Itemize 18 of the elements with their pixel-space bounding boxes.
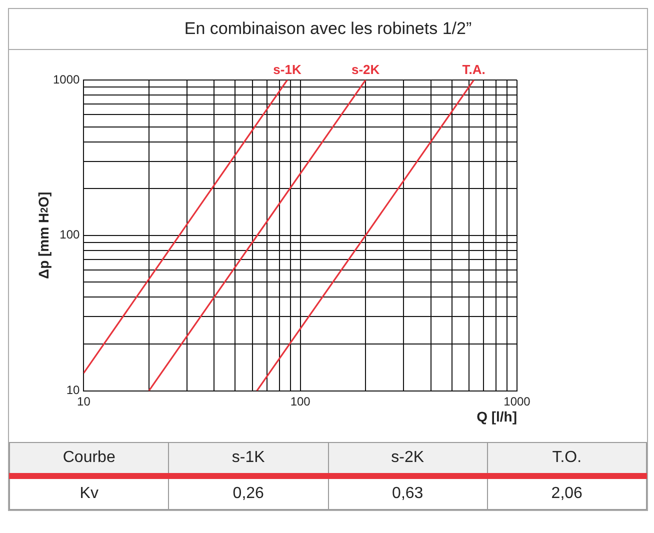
text: Kv [10,476,169,510]
x-axis-title: Q [l/h] [476,408,517,424]
text: 2,06 [487,476,646,510]
chart-title: En combinaison avec les robinets 1/2” [9,9,647,50]
x-tick-label: 100 [290,394,311,408]
x-tick-label: 1000 [504,394,531,408]
text: s-2K [328,442,488,476]
text: Courbe [10,442,169,476]
text: 0,26 [168,476,328,510]
series-label: T.A. [462,62,486,78]
text: T.O. [487,442,646,476]
series-label: s-2K [351,62,380,78]
text: s-1K [168,442,328,476]
series-label: s-1K [273,62,302,78]
y-tick-label: 1000 [52,72,80,86]
y-tick-label: 100 [60,228,80,242]
text: 0,63 [328,476,488,510]
y-axis-title: Δp [mm H2O] [36,192,52,279]
